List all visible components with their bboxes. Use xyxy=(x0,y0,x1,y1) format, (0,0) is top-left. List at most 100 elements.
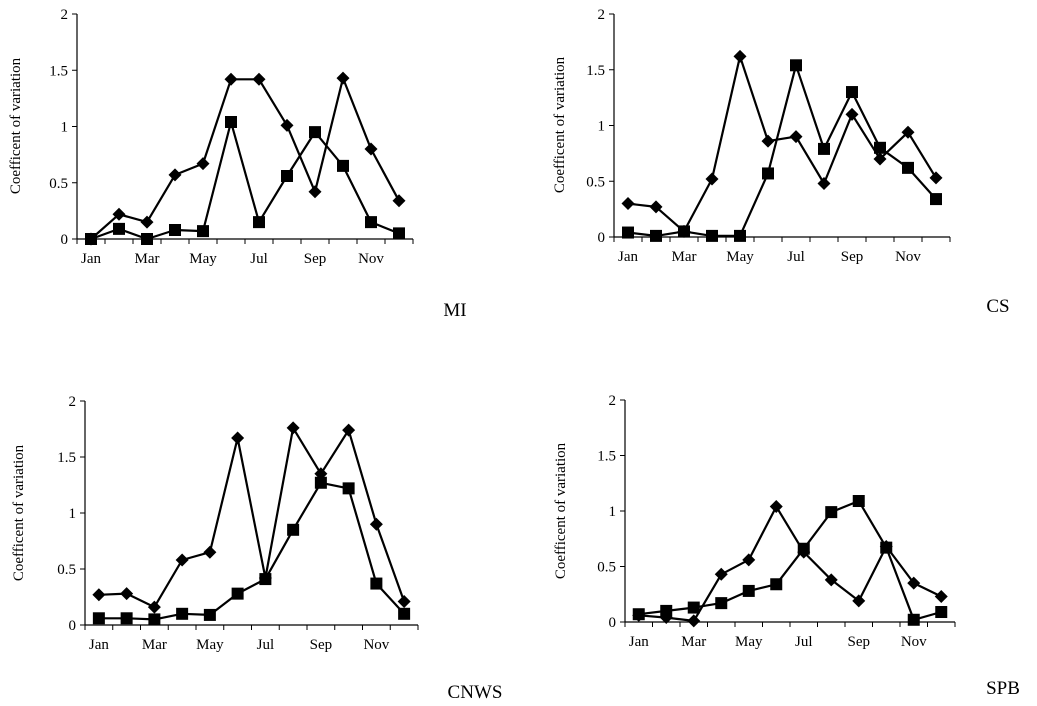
diamond-point xyxy=(336,71,350,85)
square-point xyxy=(935,606,948,619)
square-point xyxy=(907,613,920,626)
diamond-point xyxy=(140,215,154,229)
x-tick-label: Sep xyxy=(848,634,871,650)
square-point xyxy=(818,142,830,155)
x-tick-label: Jul xyxy=(250,251,268,267)
diamond-point xyxy=(308,185,322,199)
diamond-point xyxy=(92,588,106,602)
square-point xyxy=(253,216,265,229)
y-tick-label: 1 xyxy=(609,504,617,520)
diamond-point xyxy=(252,72,266,86)
diamond-point xyxy=(231,431,245,445)
diamond-point xyxy=(845,107,859,121)
diamond-point xyxy=(168,168,182,182)
diamond-point xyxy=(120,587,134,601)
diamond-point xyxy=(714,567,728,581)
diamond-point xyxy=(789,130,803,144)
diamond-point xyxy=(901,125,915,139)
diamond-point xyxy=(852,594,866,608)
square-point xyxy=(797,542,810,555)
square-point xyxy=(398,607,411,620)
square-point xyxy=(790,59,802,72)
series-line-diamond xyxy=(98,426,406,609)
square-point xyxy=(231,587,244,600)
square-point xyxy=(92,612,105,625)
x-tick-label: Jul xyxy=(795,634,813,650)
diamond-point xyxy=(873,152,887,166)
square-point xyxy=(852,495,865,508)
diamond-point xyxy=(742,553,756,567)
square-point xyxy=(902,161,914,174)
chart-title: SPB xyxy=(986,678,1020,699)
y-tick-label: 0 xyxy=(69,618,77,634)
y-tick-label: 2 xyxy=(609,393,617,409)
diamond-point xyxy=(196,157,210,171)
y-axis-label: Coefficent of variation xyxy=(11,444,27,581)
x-tick-label: Jan xyxy=(618,249,638,265)
diamond-point xyxy=(824,573,838,587)
square-point xyxy=(287,523,300,536)
y-tick-label: 2 xyxy=(598,7,606,23)
diamond-point xyxy=(203,545,217,559)
y-tick-label: 2 xyxy=(61,7,69,23)
x-tick-label: May xyxy=(189,251,217,267)
y-tick-label: 1.5 xyxy=(57,450,76,466)
square-point xyxy=(632,608,645,621)
diamond-point xyxy=(397,594,411,608)
diamond-point xyxy=(175,553,189,567)
square-point xyxy=(259,573,272,586)
x-tick-label: Mar xyxy=(672,249,697,265)
diamond-point xyxy=(705,172,719,186)
square-point xyxy=(393,227,405,240)
square-point xyxy=(715,597,728,610)
diamond-point xyxy=(769,500,783,514)
square-point xyxy=(203,608,216,621)
x-tick-label: Mar xyxy=(681,634,706,650)
x-tick-label: Nov xyxy=(895,249,921,265)
y-tick-label: 1 xyxy=(61,120,69,136)
y-tick-label: 0.5 xyxy=(597,560,616,576)
diamond-point xyxy=(224,72,238,86)
square-point xyxy=(197,225,209,238)
square-point xyxy=(309,126,321,139)
series-line-diamond xyxy=(638,505,942,623)
square-point xyxy=(370,577,383,590)
chart-panel-mi: 0 0.5 1 1.5 2 Jan Mar May Jul Sep Nov Coefficent of… xyxy=(8,7,467,321)
x-tick-label: Jan xyxy=(89,637,109,653)
x-tick-label: May xyxy=(735,634,763,650)
diamond-point xyxy=(147,600,161,614)
square-point xyxy=(880,541,893,554)
y-tick-label: 1 xyxy=(69,506,77,522)
y-tick-label: 2 xyxy=(69,394,77,410)
diamond-point xyxy=(342,423,356,437)
chart-panel-spb: 0 0.5 1 1.5 2 Jan Mar May Jul Sep Nov Coefficent of… xyxy=(553,393,1020,699)
diamond-point xyxy=(761,134,775,148)
y-tick-label: 1.5 xyxy=(586,63,605,79)
square-point xyxy=(622,226,634,239)
square-point xyxy=(762,167,774,180)
y-tick-label: 0.5 xyxy=(586,174,605,190)
y-axis-label: Coefficent of variation xyxy=(552,56,568,193)
diamond-point xyxy=(364,142,378,156)
square-point xyxy=(176,607,189,620)
y-tick-label: 1.5 xyxy=(49,63,68,79)
square-point xyxy=(169,224,181,236)
diamond-point xyxy=(369,517,383,531)
square-point xyxy=(225,116,237,128)
diamond-point xyxy=(687,614,701,628)
diamond-point xyxy=(934,589,948,603)
diamond-point xyxy=(929,171,943,185)
square-point xyxy=(148,613,161,626)
square-point xyxy=(930,193,942,206)
x-tick-label: Sep xyxy=(841,249,864,265)
x-tick-label: Sep xyxy=(304,251,327,267)
square-point xyxy=(770,578,783,591)
x-tick-label: May xyxy=(196,637,224,653)
diamond-point xyxy=(817,176,831,190)
square-point xyxy=(342,482,355,495)
y-tick-label: 0 xyxy=(61,232,69,248)
square-point xyxy=(365,216,377,229)
x-tick-label: Jan xyxy=(629,634,649,650)
chart-title: CNWS xyxy=(448,682,503,703)
x-tick-label: Nov xyxy=(363,637,389,653)
